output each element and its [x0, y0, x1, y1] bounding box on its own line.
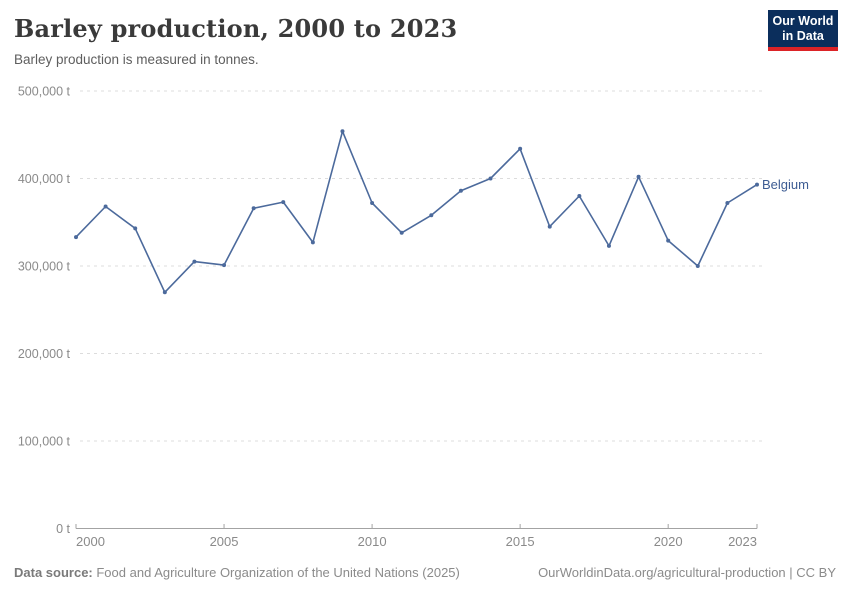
owid-logo-line2: in Data [782, 28, 824, 43]
data-point-2020 [666, 238, 671, 243]
data-point-2017 [577, 194, 582, 198]
data-point-2019 [636, 174, 641, 179]
line-chart[interactable]: 0 t 100,000 t 200,000 t 300,000 t 400,000 t 5… [0, 80, 850, 555]
data-source-text: Food and Agriculture Organization of the… [92, 565, 460, 580]
series-line [75, 130, 758, 294]
x-tick-label: 2010 [358, 534, 387, 549]
data-point-2018 [606, 243, 611, 248]
data-point-2011 [399, 230, 404, 235]
x-tick-label: 2000 [76, 534, 105, 549]
page-title: Barley production, 2000 to 2023 [14, 14, 458, 43]
data-source-label: Data source: [14, 565, 93, 580]
data-source: Data source: Food and Agriculture Organi… [14, 565, 460, 580]
series-end-label[interactable]: Belgium [762, 177, 809, 192]
x-tick-label: 2020 [654, 534, 683, 549]
chart-footer: Data source: Food and Agriculture Organi… [0, 563, 850, 589]
data-point-2003 [162, 290, 167, 295]
data-point-2021 [695, 264, 700, 268]
credit-link[interactable]: OurWorldinData.org/agricultural-producti… [538, 565, 836, 580]
data-point-2008 [310, 240, 315, 245]
data-point-2002 [133, 226, 138, 231]
data-point-2000 [74, 235, 78, 240]
data-point-2015 [518, 146, 523, 151]
y-tick-label: 100,000 t [18, 435, 71, 449]
data-point-2010 [370, 201, 375, 205]
data-point-2007 [281, 200, 286, 205]
y-tick-label: 200,000 t [18, 347, 71, 361]
y-tick-label: 300,000 t [18, 260, 71, 274]
chart-area[interactable]: 0 t 100,000 t 200,000 t 300,000 t 400,000 t 5… [0, 80, 850, 555]
data-point-2023 [755, 182, 759, 187]
data-point-2022 [725, 201, 730, 205]
data-point-2012 [429, 213, 434, 218]
x-tick-label: 2023 [728, 534, 757, 549]
data-point-2016 [547, 224, 552, 229]
data-point-2014 [488, 176, 493, 181]
chart-subtitle: Barley production is measured in tonnes. [14, 52, 259, 67]
data-point-2006 [251, 206, 256, 211]
owid-logo-line1: Our World [772, 13, 834, 28]
data-point-2009 [340, 129, 345, 134]
data-point-2004 [192, 259, 197, 264]
y-tick-label: 400,000 t [18, 172, 71, 186]
data-point-2001 [103, 204, 108, 209]
data-point-2005 [222, 263, 227, 268]
owid-logo[interactable]: Our World in Data [768, 10, 838, 51]
y-tick-label: 500,000 t [18, 85, 71, 99]
x-tick-label: 2015 [506, 534, 535, 549]
y-tick-label: 0 t [56, 522, 70, 536]
data-point-2013 [458, 188, 463, 193]
x-tick-label: 2005 [210, 534, 239, 549]
